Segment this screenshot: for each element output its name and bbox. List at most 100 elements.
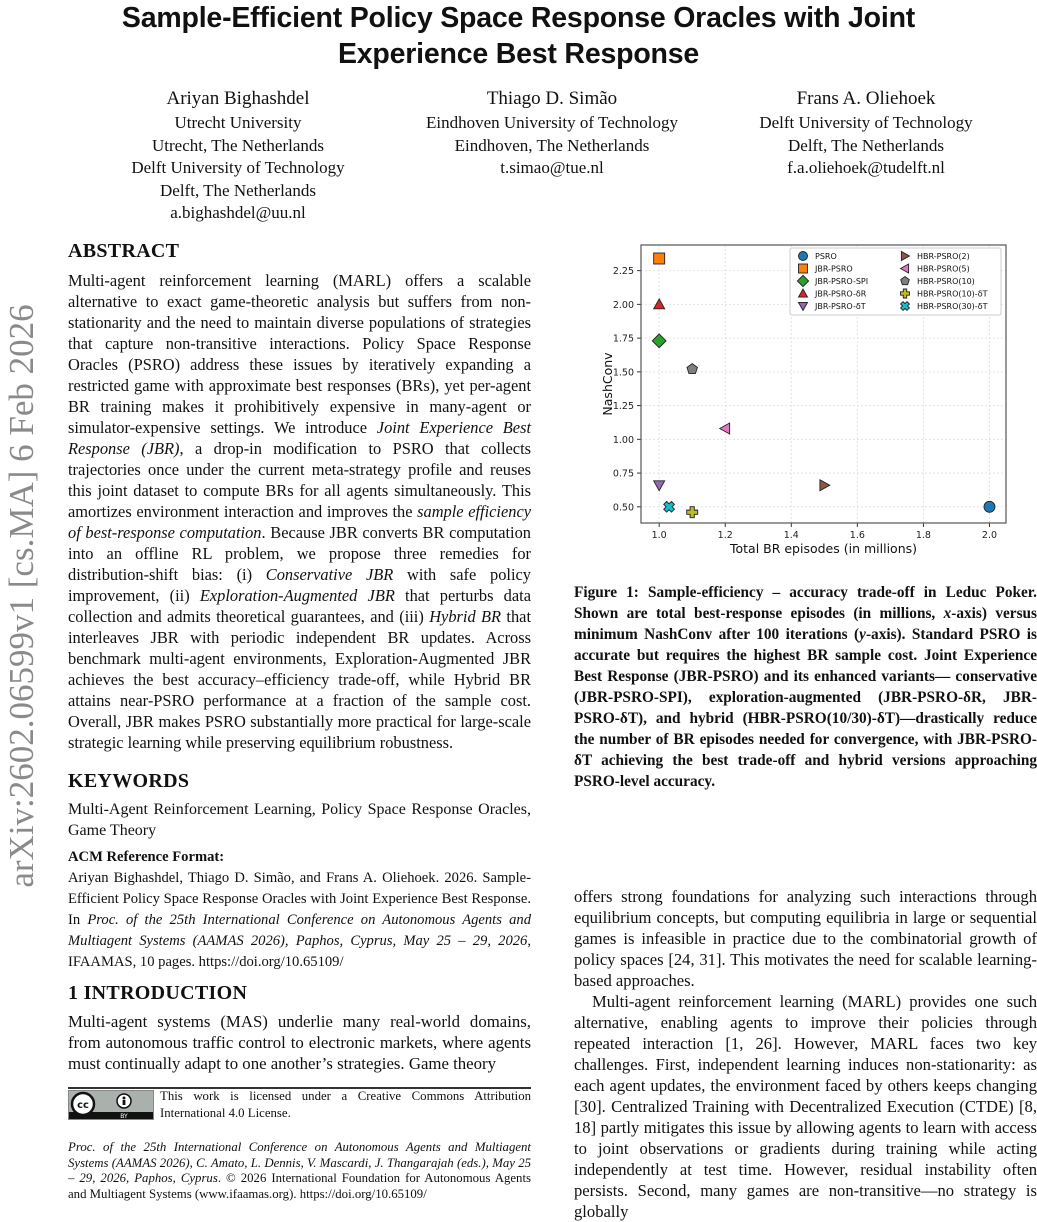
legend-label: HBR-PSRO(10) xyxy=(917,277,975,286)
text-segment: -axis). Standard PSRO is accurate but re… xyxy=(574,626,1037,790)
abstract-heading: ABSTRACT xyxy=(68,240,180,262)
y-tick-label: 1.75 xyxy=(613,334,634,345)
text-segment: , a drop-in modification to PSRO that co… xyxy=(68,439,532,521)
legend-label: JBR-PSRO-δT xyxy=(814,302,866,311)
legend-label: JBR-PSRO xyxy=(814,265,853,274)
data-point-triangle-up xyxy=(652,297,666,310)
emphasized-text: Joint Experience Best Response (JBR) xyxy=(68,418,531,458)
data-point-diamond xyxy=(651,333,667,349)
emphasized-text: Conservative JBR xyxy=(265,565,394,584)
y-tick-label: 1.50 xyxy=(613,367,634,378)
author-name: Ariyan Bighashdel xyxy=(166,88,310,109)
legend-marker-diamond xyxy=(796,274,810,288)
data-point-triangle-down xyxy=(652,480,666,492)
emphasized-text: sample efficiency of best-response compu… xyxy=(68,502,531,542)
author-affiliation: Delft, The Netherlands xyxy=(788,135,944,155)
y-tick-label: 2.25 xyxy=(613,266,634,277)
keywords-heading: KEYWORDS xyxy=(68,770,190,792)
introduction-paragraph-2: Multi-agent reinforcement learning (MARL… xyxy=(574,991,1037,1222)
legend-label: JBR-PSRO-δR xyxy=(814,290,867,299)
author-email: f.a.oliehoek@tudelft.nl xyxy=(787,158,945,177)
text-segment: offers strong foundations for analyzing … xyxy=(574,887,1037,990)
legend-label: HBR-PSRO(2) xyxy=(917,252,970,261)
paper-title: Sample-Efficient Policy Space Response O… xyxy=(60,0,977,72)
text-segment: , IFAAMAS, 10 pages. https://doi.org/10.… xyxy=(68,933,531,970)
author-name: Thiago D. Simão xyxy=(486,88,618,109)
legend-box xyxy=(789,247,1002,316)
introduction-text-right: offers strong foundations for analyzing … xyxy=(574,886,1037,991)
svg-text:BY: BY xyxy=(120,1113,128,1119)
legend-marker-x xyxy=(899,300,911,312)
text-segment: Figure 1: Sample-efficiency – accuracy t… xyxy=(574,584,1037,622)
author-block: Ariyan Bighashdel Utrecht University Utr… xyxy=(78,86,398,225)
scatter-plot: 1.0 1.2 1.4 1.6 1.8 2.0 0.50 0.75 1.00 1.25 1.50 1.… xyxy=(600,244,1007,556)
data-point-circle xyxy=(983,500,996,513)
legend-marker-plus xyxy=(900,288,910,299)
data-point-triangle-right xyxy=(819,478,831,492)
author-affiliation: Eindhoven University of Technology xyxy=(425,113,679,132)
y-tick-label: 0.75 xyxy=(613,469,634,480)
arxiv-sidebar-stamp: arXiv:2602.06599v1 [cs.MA] 6 Feb 2026 xyxy=(2,304,41,888)
legend-label: HBR-PSRO(5) xyxy=(917,265,970,274)
author-affiliation: Delft University of Technology xyxy=(131,158,345,177)
data-point-triangle-left xyxy=(718,422,731,435)
x-tick-label: 1.4 xyxy=(784,530,799,541)
title-line: Sample-Efficient Policy Space Response O… xyxy=(121,2,916,34)
text-segment: Multi-agent reinforcement learning (MARL… xyxy=(574,992,1037,1221)
text-segment: . © 2026 International Foundation for Au… xyxy=(68,1171,531,1201)
text-segment: with safe policy improvement, (ii) xyxy=(68,565,531,605)
author-affiliation: Utrecht University xyxy=(174,113,302,132)
footnote-divider xyxy=(68,1087,531,1089)
svg-text:cc: cc xyxy=(77,1100,89,1111)
proceedings-footnote: Proc. of the 25th International Conferen… xyxy=(68,1140,531,1202)
text-segment: that perturbs data collection and admits… xyxy=(68,586,531,626)
emphasized-text: y xyxy=(859,626,866,643)
y-tick-label: 0.50 xyxy=(613,502,634,513)
y-tick-label: 2.00 xyxy=(613,300,634,311)
author-affiliation: Eindhoven, The Netherlands xyxy=(454,135,650,155)
author-email: a.bighashdel@uu.nl xyxy=(170,203,306,222)
emphasized-text: Exploration-Augmented JBR xyxy=(199,586,395,605)
acm-reference-heading: ACM Reference Format: xyxy=(68,849,225,865)
text-segment: that interleaves JBR with periodic indep… xyxy=(68,607,531,752)
legend-label: JBR-PSRO-SPI xyxy=(814,277,868,286)
plot-frame xyxy=(640,244,1007,524)
cc-by-license-badge: cc BY xyxy=(68,1090,154,1120)
text-segment: Multi-agent systems (MAS) underlie many … xyxy=(68,1012,531,1073)
data-point-plus xyxy=(686,506,699,519)
legend-label: PSRO xyxy=(815,252,837,261)
author-affiliation: Utrecht, The Netherlands xyxy=(152,135,324,155)
emphasized-text: Proc. of the 25th International Conferen… xyxy=(68,912,531,949)
y-tick-label: 1.00 xyxy=(613,435,634,446)
x-tick-label: 1.8 xyxy=(916,530,931,541)
emphasized-text: Hybrid BR xyxy=(429,607,502,626)
text-segment: Ariyan Bighashdel, Thiago D. Simão, and … xyxy=(68,870,531,928)
figure-caption: Figure 1: Sample-efficiency – accuracy t… xyxy=(574,582,1037,792)
x-tick-label: 1.2 xyxy=(718,530,733,541)
author-affiliation: Delft, The Netherlands xyxy=(160,180,316,200)
legend-marker-triangle-down xyxy=(797,301,809,312)
introduction-heading: 1 INTRODUCTION xyxy=(68,982,248,1004)
author-name: Frans A. Oliehoek xyxy=(796,88,936,109)
license-text: This work is licensed under a Creative C… xyxy=(160,1089,531,1120)
emphasized-text: x xyxy=(943,605,952,622)
title-line: Experience Best Response xyxy=(337,38,700,70)
author-affiliation: Delft University of Technology xyxy=(759,113,973,132)
legend-label: HBR-PSRO(30)-δT xyxy=(917,302,988,311)
x-tick-label: 1.6 xyxy=(850,530,865,541)
legend-marker-triangle-up xyxy=(797,288,809,298)
text-segment: Multi-agent reinforcement learning (MARL… xyxy=(68,271,531,437)
acm-reference-text: Ariyan Bighashdel, Thiago D. Simão, and … xyxy=(68,868,531,973)
x-tick-label: 1.0 xyxy=(652,530,667,541)
abstract-text: Multi-agent reinforcement learning (MARL… xyxy=(68,270,531,753)
legend-marker-pentagon xyxy=(900,275,910,286)
emphasized-text: Proc. of the 25th International Conferen… xyxy=(68,1140,531,1185)
data-point-x xyxy=(663,500,676,513)
legend xyxy=(789,247,1002,316)
text-segment: -axis) versus minimum NashConv after 100… xyxy=(574,605,1037,643)
x-tick-label: 2.0 xyxy=(982,530,997,541)
y-axis-label: NashConv xyxy=(600,352,615,416)
introduction-text: Multi-agent systems (MAS) underlie many … xyxy=(68,1011,531,1074)
data-point-pentagon xyxy=(686,363,698,375)
author-block: Frans A. Oliehoek Delft University of Te… xyxy=(706,86,1026,180)
